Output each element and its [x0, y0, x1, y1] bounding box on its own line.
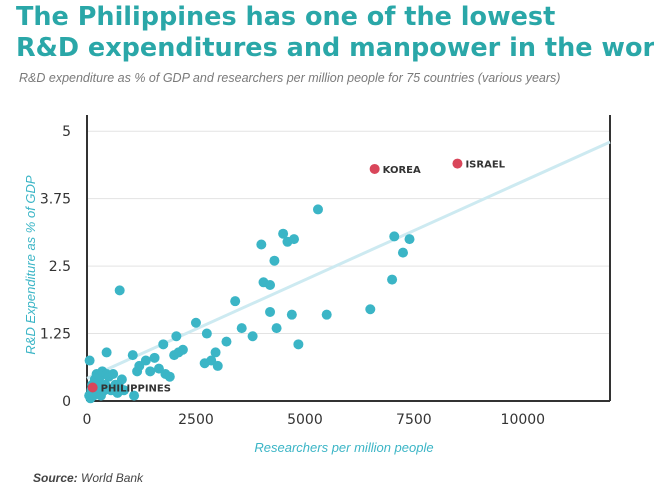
data-point [158, 339, 169, 350]
data-point [321, 309, 332, 320]
x-tick-label: 2500 [178, 412, 214, 428]
x-tick-label: 5000 [287, 412, 323, 428]
source-note: Source: World Bank [33, 471, 143, 485]
point-label: PHILIPPINES [101, 384, 171, 395]
data-point [129, 390, 140, 401]
x-tick-label: 10000 [501, 412, 546, 428]
y-tick-label: 1.25 [40, 327, 71, 343]
data-point [247, 331, 258, 342]
data-point [265, 306, 276, 317]
data-point [210, 347, 221, 358]
highlight-point [87, 382, 98, 393]
data-point [286, 309, 297, 320]
data-point [397, 247, 408, 258]
data-point [387, 274, 398, 285]
data-point [312, 204, 323, 215]
data-point [389, 231, 400, 242]
data-point [116, 374, 127, 385]
data-point [236, 323, 247, 334]
data-point [171, 331, 182, 342]
y-axis-label: R&D Expenditure as % of GDP [23, 175, 38, 355]
gridlines [87, 130, 610, 335]
chart-title-line-1: The Philippines has one of the lowest [16, 2, 556, 32]
data-point [140, 355, 151, 366]
chart-subtitle: R&D expenditure as % of GDP and research… [19, 71, 561, 85]
data-point [149, 352, 160, 363]
data-point [190, 317, 201, 328]
highlighted-points: PHILIPPINES KOREA ISRAEL [87, 158, 506, 395]
data-point [108, 369, 119, 380]
x-tick-label: 0 [83, 412, 92, 428]
y-tick-label: 5 [62, 124, 71, 140]
data-point [127, 350, 138, 361]
x-axis-label: Researchers per million people [254, 440, 433, 455]
source-text: World Bank [81, 471, 144, 485]
y-tick-label: 3.75 [40, 192, 71, 208]
data-point [293, 339, 304, 350]
data-point [265, 279, 276, 290]
data-point [164, 371, 175, 382]
data-point [221, 336, 232, 347]
highlight-point [369, 163, 380, 174]
point-label: ISRAEL [465, 160, 505, 171]
data-point [84, 355, 95, 366]
data-point [212, 360, 223, 371]
data-point [101, 347, 112, 358]
data-point [289, 234, 300, 245]
data-point [114, 285, 125, 296]
data-point [365, 304, 376, 315]
data-point [177, 344, 188, 355]
data-point [256, 239, 267, 250]
x-tick-label: 7500 [396, 412, 432, 428]
data-point [271, 323, 282, 334]
data-point [145, 366, 156, 377]
data-point [278, 228, 289, 239]
data-point [230, 296, 241, 307]
data-point [119, 385, 130, 396]
y-tick-label: 2.5 [49, 259, 71, 275]
data-point [404, 234, 415, 245]
tick-labels: 0 1.25 2.5 3.75 5 0 2500 5000 7500 10000 [40, 124, 545, 428]
source-label: Source: [33, 471, 78, 485]
chart-title-line-2: R&D expenditures and manpower in the wor… [16, 33, 654, 63]
chart-title: The Philippines has one of the lowest R&… [16, 2, 654, 64]
point-label: KOREA [383, 165, 421, 176]
data-point [269, 255, 280, 266]
data-point [201, 328, 212, 339]
highlight-point [452, 158, 463, 169]
y-tick-label: 0 [62, 394, 71, 410]
